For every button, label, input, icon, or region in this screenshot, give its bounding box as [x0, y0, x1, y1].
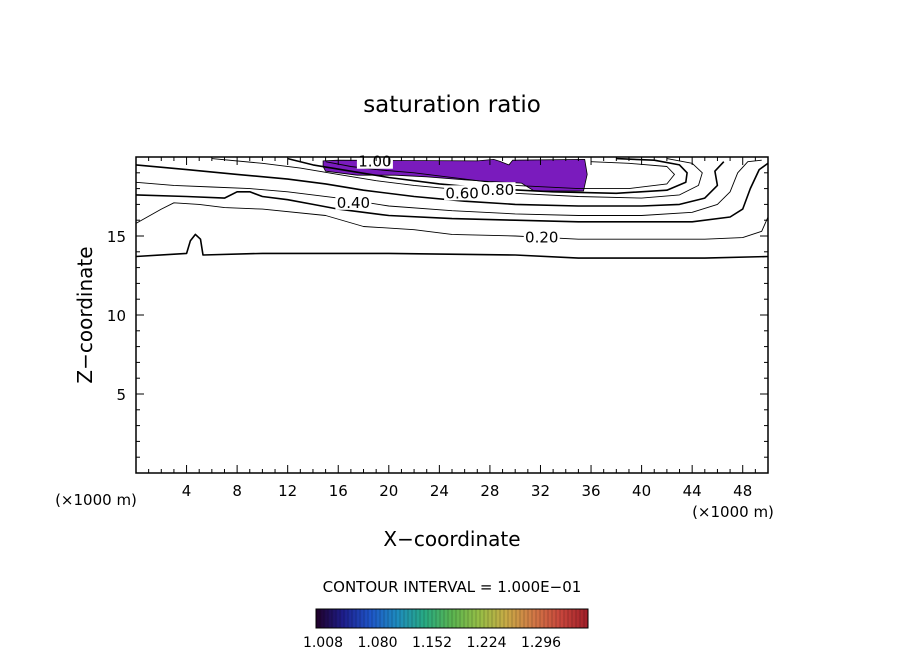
colorbar-tick-labels: 1.008 1.080 1.152 1.224 1.296	[303, 635, 561, 651]
colorbar-tick-label: 1.152	[412, 635, 452, 651]
x-tick-label: 8	[232, 482, 242, 500]
contour-line-0_9	[325, 161, 675, 190]
contour-label-bg	[523, 229, 560, 245]
colorbar: 1.008 1.080 1.152 1.224 1.296	[303, 608, 589, 651]
contour-lines	[136, 157, 768, 259]
colorbar-tick-label: 1.080	[357, 635, 397, 651]
colorbar-tick-label: 1.224	[466, 635, 506, 651]
contour-interval-text: CONTOUR INTERVAL = 1.000E−01	[323, 578, 582, 596]
colorbar-fill	[316, 609, 588, 628]
contour-line-0_5	[136, 159, 762, 216]
contour-label-bg	[444, 185, 481, 201]
contour-label: 1.00	[358, 153, 391, 171]
y-axis-ticks: 5 10 15	[107, 156, 768, 474]
x-tick-label: 4	[182, 482, 192, 500]
chart-title: saturation ratio	[363, 92, 541, 118]
x-tick-label: 12	[278, 482, 297, 500]
y-tick-label: 5	[116, 386, 126, 404]
contour-label: 0.60	[445, 184, 478, 202]
contour-label: 0.20	[525, 229, 558, 247]
contour-label: 0.80	[481, 181, 514, 199]
x-unit-left: (×1000 m)	[55, 491, 137, 509]
x-tick-label: 40	[632, 482, 651, 500]
x-tick-label: 16	[329, 482, 348, 500]
x-tick-label: 20	[379, 482, 398, 500]
x-axis-label: X−coordinate	[383, 527, 520, 551]
x-tick-label: 36	[581, 482, 600, 500]
colorbar-tick-label: 1.296	[521, 635, 561, 651]
contour-line-0_3	[136, 202, 768, 240]
colorbar-stripes	[319, 609, 585, 628]
contour-line-0_2	[136, 233, 768, 259]
x-tick-label: 24	[430, 482, 449, 500]
contour-label-bg	[335, 194, 372, 210]
y-axis-label: Z−coordinate	[73, 246, 97, 383]
x-axis-ticks: 4 8 12 16 20 24 28 32 36 40 44 48	[135, 157, 769, 500]
x-unit-right: (×1000 m)	[692, 503, 774, 521]
x-tick-label: 32	[531, 482, 550, 500]
x-tick-label: 28	[480, 482, 499, 500]
x-tick-label: 44	[683, 482, 702, 500]
contour-line-0_4	[136, 162, 768, 223]
plot-area: 1.000.800.600.400.20 4 8 12 16 20 24 28 32 36 40 4…	[107, 153, 769, 500]
contour-label-bg	[479, 182, 516, 198]
contour-line-0_6	[136, 161, 725, 207]
colorbar-frame	[315, 608, 589, 629]
colorbar-tick-label: 1.008	[303, 635, 343, 651]
contour-line-0_8	[287, 157, 688, 195]
contour-label: 0.40	[337, 194, 370, 212]
y-tick-label: 10	[107, 307, 126, 325]
y-tick-label: 15	[107, 228, 126, 246]
x-tick-label: 48	[733, 482, 752, 500]
